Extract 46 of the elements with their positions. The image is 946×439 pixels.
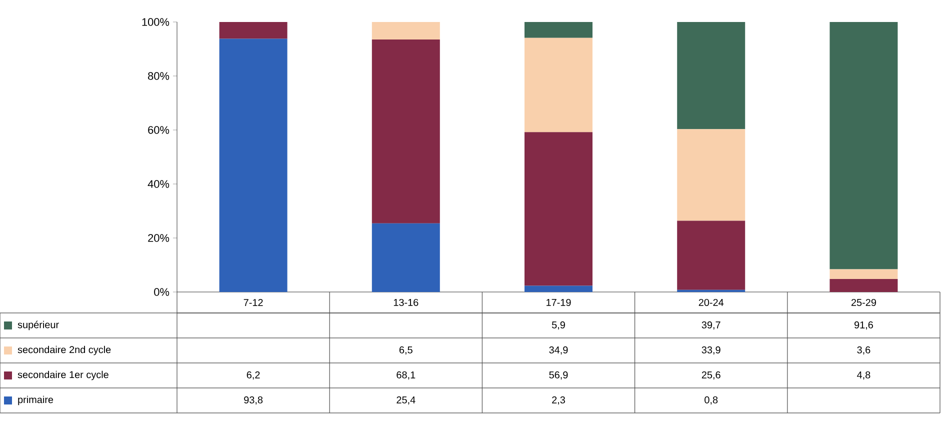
bar [524, 286, 593, 292]
data-label: 25,6 [702, 371, 720, 380]
data-label: 0,8 [704, 396, 718, 405]
bar [219, 38, 288, 292]
data-label: 56,9 [549, 371, 568, 380]
legend-label: secondaire 1er cycle [18, 370, 108, 380]
bar [372, 22, 440, 40]
bar [524, 22, 593, 38]
legend-label: primaire [18, 396, 54, 406]
y-tick-label: 40% [148, 180, 170, 188]
legend-label: supérieur [18, 320, 59, 330]
y-tick-label: 20% [148, 234, 170, 242]
data-label: 6,2 [246, 371, 260, 380]
data-label: 2,3 [552, 396, 565, 405]
data-label: 3,6 [857, 346, 870, 355]
bar [830, 22, 898, 270]
data-label: 33,9 [702, 346, 720, 355]
bar [830, 269, 898, 280]
x-tick-label: 20-24 [698, 298, 724, 306]
y-tick-label: 60% [148, 126, 170, 134]
bar [524, 132, 593, 286]
y-tick-label: 0% [154, 288, 170, 296]
x-tick-label: 13-16 [394, 298, 418, 306]
data-label: 39,7 [702, 321, 720, 330]
data-label: 5,9 [552, 321, 565, 330]
bar [677, 129, 746, 221]
bar [830, 279, 898, 292]
data-label: 34,9 [549, 346, 568, 355]
data-label: 91,6 [854, 321, 873, 330]
data-label: 93,8 [244, 396, 263, 405]
x-tick-label: 7-12 [244, 299, 263, 306]
bar [372, 223, 440, 292]
bar [524, 38, 593, 132]
data-label: 68,1 [396, 371, 416, 380]
data-label: 25,4 [396, 396, 416, 405]
y-tick-label: 100% [142, 18, 170, 26]
x-tick-label: 17-19 [546, 298, 571, 306]
data-label: 4,8 [857, 371, 870, 380]
bar [677, 220, 746, 290]
data-label: 6,5 [399, 346, 412, 355]
x-tick-label: 25-29 [851, 298, 876, 306]
bar [372, 40, 440, 224]
y-tick-label: 80% [148, 72, 170, 80]
legend-label: secondaire 2nd cycle [18, 346, 111, 356]
bar [677, 22, 746, 130]
bar [219, 22, 288, 39]
